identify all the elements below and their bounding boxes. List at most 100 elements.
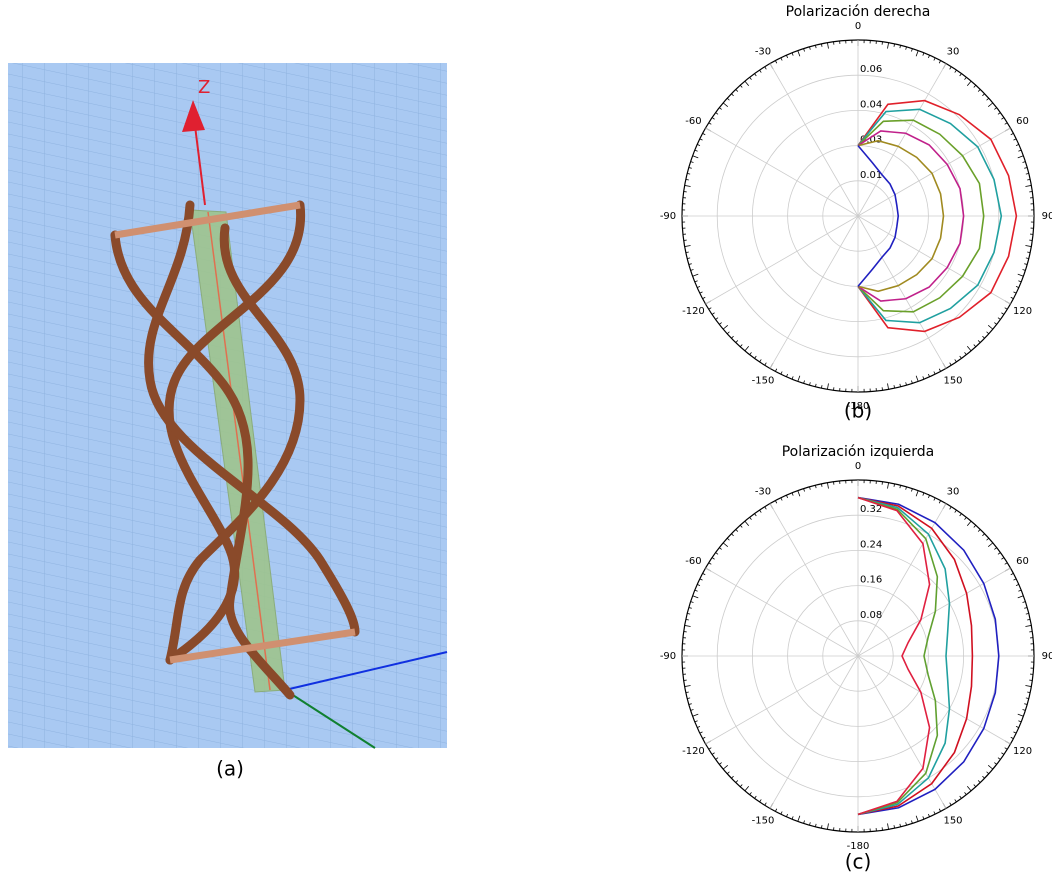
minor-tick (685, 625, 691, 626)
minor-tick (736, 89, 738, 91)
minor-tick (1005, 123, 1008, 125)
minor-tick (978, 89, 980, 91)
minor-tick (923, 376, 924, 379)
minor-tick (750, 517, 752, 519)
minor-tick (916, 816, 918, 822)
minor-tick (712, 118, 714, 120)
minor-tick (939, 369, 940, 372)
r-tick-label: 0.06 (860, 64, 882, 75)
spoke (858, 656, 946, 808)
angle-tick-label: -120 (682, 746, 705, 757)
caption: (a) (216, 757, 244, 781)
angle-tick-label: 30 (947, 486, 960, 497)
minor-tick (987, 98, 989, 100)
minor-tick (982, 336, 984, 338)
minor-tick (1013, 139, 1016, 140)
minor-tick (1013, 732, 1016, 733)
minor-tick (1018, 274, 1024, 276)
minor-tick (736, 340, 738, 342)
minor-tick (727, 98, 729, 100)
minor-tick (727, 538, 729, 540)
minor-tick (745, 81, 749, 86)
minor-tick (1018, 281, 1021, 282)
minor-tick (1016, 726, 1019, 727)
minor-tick (765, 507, 767, 510)
minor-tick (689, 704, 692, 705)
minor-tick (827, 823, 828, 829)
minor-tick (775, 501, 776, 504)
spoke (858, 216, 946, 368)
minor-tick (916, 376, 918, 382)
minor-tick (1016, 144, 1019, 145)
minor-tick (827, 43, 828, 49)
minor-tick (736, 780, 738, 782)
minor-tick (700, 732, 703, 733)
minor-tick (804, 489, 805, 492)
minor-tick (1016, 584, 1019, 585)
minor-tick (798, 376, 800, 382)
minor-tick (736, 529, 738, 531)
minor-tick (934, 58, 935, 61)
minor-tick (928, 374, 929, 377)
minor-tick (731, 776, 733, 778)
minor-tick (809, 382, 810, 385)
minor-tick (731, 534, 733, 536)
minor-tick (1025, 625, 1031, 626)
minor-tick (978, 340, 980, 342)
minor-tick (906, 47, 907, 50)
minor-tick (906, 822, 907, 825)
minor-tick (967, 346, 971, 351)
minor-tick (723, 325, 728, 329)
minor-tick (765, 803, 767, 806)
minor-tick (960, 796, 962, 798)
minor-tick (1005, 563, 1008, 565)
minor-tick (994, 323, 996, 325)
angle-tick-label: 120 (1013, 746, 1032, 757)
minor-tick (809, 822, 810, 825)
minor-tick (998, 758, 1000, 760)
minor-tick (988, 103, 993, 107)
minor-tick (974, 525, 976, 527)
minor-tick (955, 70, 957, 72)
chart-title: Polarización izquierda (782, 444, 935, 460)
minor-tick (709, 563, 712, 565)
minor-tick (988, 765, 993, 769)
minor-tick (998, 318, 1000, 320)
minor-tick (792, 53, 793, 56)
minor-tick (750, 792, 752, 794)
angle-tick-label: 120 (1013, 306, 1032, 317)
minor-tick (693, 596, 699, 598)
minor-tick (827, 483, 828, 489)
angle-tick-label: 60 (1016, 116, 1029, 127)
minor-tick (727, 772, 729, 774)
spoke (770, 216, 858, 368)
minor-tick (911, 489, 912, 492)
minor-tick (939, 809, 940, 812)
minor-tick (703, 737, 706, 738)
polar-chart: Polarización izquierda(c)0306090120150-1… (660, 444, 1052, 874)
minor-tick (685, 185, 691, 186)
minor-tick (888, 43, 889, 49)
spoke (706, 216, 858, 304)
minor-tick (978, 529, 980, 531)
minor-tick (987, 772, 989, 774)
minor-tick (786, 495, 787, 498)
minor-tick (697, 286, 700, 287)
spoke (770, 504, 858, 656)
minor-tick (685, 246, 691, 247)
minor-tick (809, 47, 810, 50)
minor-tick (934, 498, 935, 501)
minor-tick (804, 381, 805, 384)
angle-tick-label: -90 (660, 651, 676, 662)
minor-tick (695, 281, 698, 282)
angle-tick-label: -60 (685, 556, 701, 567)
minor-tick (955, 510, 957, 512)
minor-tick (740, 85, 742, 87)
minor-tick (1013, 579, 1016, 580)
angle-tick-label: -90 (660, 211, 676, 222)
minor-tick (731, 94, 733, 96)
minor-tick (723, 765, 728, 769)
minor-tick (755, 796, 757, 798)
minor-tick (1024, 264, 1027, 265)
minor-tick (965, 792, 967, 794)
